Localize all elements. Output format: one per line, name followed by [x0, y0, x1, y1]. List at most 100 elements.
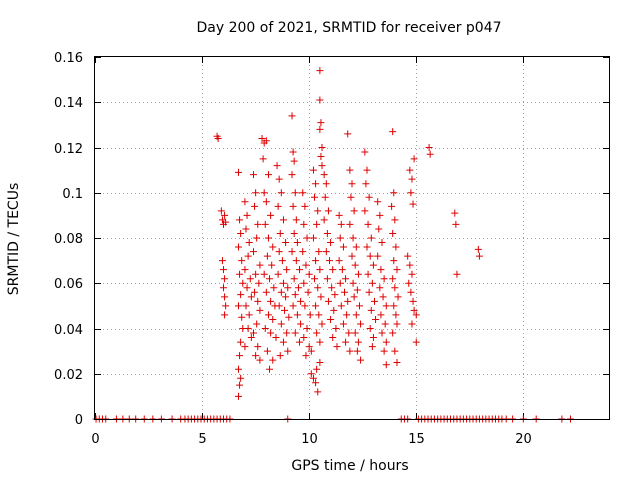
data-point — [244, 325, 252, 332]
data-point — [261, 220, 269, 228]
data-point — [377, 311, 385, 319]
data-point — [312, 180, 320, 188]
data-point — [309, 166, 317, 174]
data-point — [408, 175, 416, 183]
y-tick-label: 0.12 — [54, 142, 83, 157]
data-point — [407, 189, 415, 197]
data-point — [297, 320, 305, 328]
data-point — [304, 288, 312, 296]
data-point — [409, 297, 417, 305]
data-point — [269, 243, 277, 251]
data-point — [252, 189, 260, 197]
data-point — [322, 180, 330, 188]
data-point — [316, 125, 324, 133]
data-point — [366, 325, 374, 332]
data-point — [323, 229, 331, 237]
data-point — [237, 229, 245, 237]
data-point — [290, 229, 298, 237]
data-point — [365, 288, 373, 296]
data-point — [288, 112, 296, 120]
data-point — [312, 379, 320, 387]
data-point — [361, 148, 369, 156]
data-point — [284, 284, 292, 292]
data-point — [380, 275, 388, 283]
data-point — [290, 157, 298, 165]
data-point — [353, 347, 361, 355]
data-point — [341, 288, 349, 296]
data-point — [364, 220, 372, 228]
data-point — [266, 275, 274, 283]
data-point — [394, 293, 402, 301]
y-tick-label: 0.06 — [54, 277, 83, 292]
data-point — [217, 207, 225, 215]
data-point — [367, 306, 375, 314]
data-point — [288, 248, 296, 256]
data-point — [318, 144, 326, 151]
data-point — [346, 347, 354, 355]
data-point — [344, 130, 352, 138]
data-point — [318, 320, 326, 328]
data-point — [382, 338, 390, 346]
data-point — [272, 334, 280, 342]
data-point — [315, 311, 323, 319]
data-point — [406, 166, 414, 174]
data-point — [291, 291, 299, 299]
data-point — [354, 338, 362, 346]
data-point — [303, 234, 311, 242]
data-point — [289, 302, 297, 310]
data-points — [92, 67, 574, 423]
data-point — [344, 297, 352, 305]
data-point — [262, 137, 270, 145]
x-axis-title: GPS time / hours — [291, 458, 408, 474]
data-point — [312, 302, 320, 310]
data-point — [364, 270, 372, 278]
data-point — [266, 365, 274, 373]
data-point — [262, 288, 270, 296]
data-point — [277, 288, 285, 296]
data-point — [275, 175, 283, 183]
data-point — [368, 343, 376, 351]
x-tick-label: 0 — [91, 432, 99, 447]
data-point — [277, 320, 285, 328]
data-point — [234, 302, 242, 310]
data-point — [407, 288, 415, 296]
data-point — [393, 266, 401, 274]
data-point — [342, 338, 350, 346]
data-point — [296, 266, 304, 274]
data-point — [243, 211, 251, 219]
data-point — [315, 248, 323, 256]
data-point — [323, 275, 331, 283]
data-point — [336, 234, 344, 242]
data-point — [453, 270, 461, 278]
data-point — [220, 266, 227, 274]
data-point — [380, 347, 388, 355]
data-point — [324, 297, 332, 305]
data-point — [335, 257, 343, 265]
data-point — [408, 270, 416, 278]
data-point — [292, 216, 300, 224]
data-point — [221, 211, 229, 219]
data-point — [311, 275, 319, 283]
data-point — [451, 209, 459, 217]
data-point — [249, 248, 257, 256]
data-point — [376, 211, 384, 219]
data-point — [316, 96, 324, 104]
y-axis: 0 0.02 0.04 0.06 0.08 0.1 0.12 0.14 0.16 — [54, 51, 609, 428]
data-point — [390, 189, 398, 197]
data-point — [389, 275, 397, 283]
data-point — [354, 270, 362, 278]
data-point — [389, 329, 397, 337]
data-point — [264, 171, 272, 179]
data-point — [393, 320, 401, 328]
data-point — [349, 279, 357, 287]
data-point — [318, 162, 326, 170]
data-point — [282, 239, 290, 247]
data-point — [350, 293, 358, 301]
data-point — [316, 358, 324, 366]
data-point — [275, 248, 283, 256]
data-point — [357, 356, 365, 364]
data-point — [300, 279, 308, 287]
data-point — [392, 243, 400, 251]
data-point — [276, 229, 284, 237]
